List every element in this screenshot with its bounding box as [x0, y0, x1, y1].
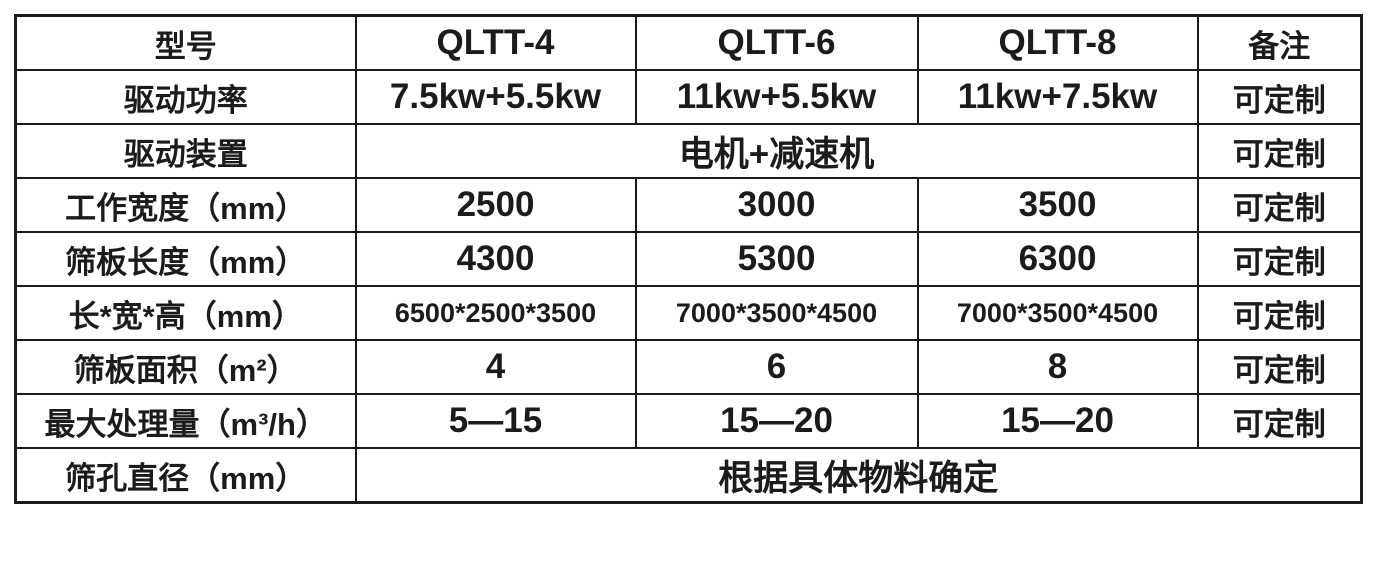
row-working-width: 工作宽度（mm） 2500 3000 3500 可定制 [14, 177, 1363, 233]
value-cell: 11kw+5.5kw [634, 69, 919, 125]
value-cell: 4 [354, 339, 637, 395]
value-cell: 15—20 [916, 393, 1199, 449]
row-label: 最大处理量（m³/h） [14, 393, 357, 449]
remark-cell: 可定制 [1196, 69, 1363, 125]
row-label: 驱动装置 [14, 123, 357, 179]
row-drive-unit: 驱动装置 电机+减速机 可定制 [14, 123, 1363, 179]
header-model-qltt6: QLTT-6 [634, 14, 919, 71]
row-hole-diameter: 筛孔直径（mm） 根据具体物料确定 [14, 447, 1363, 504]
value-cell: 3000 [634, 177, 919, 233]
value-cell: 15—20 [634, 393, 919, 449]
header-remark-label: 备注 [1196, 14, 1363, 71]
row-label: 工作宽度（mm） [14, 177, 357, 233]
row-drive-power: 驱动功率 7.5kw+5.5kw 11kw+5.5kw 11kw+7.5kw 可… [14, 69, 1363, 125]
merged-value-cell: 根据具体物料确定 [354, 447, 1363, 504]
row-dimensions: 长*宽*高（mm） 6500*2500*3500 7000*3500*4500 … [14, 285, 1363, 341]
remark-cell: 可定制 [1196, 285, 1363, 341]
row-label: 筛板面积（m²） [14, 339, 357, 395]
row-screen-length: 筛板长度（mm） 4300 5300 6300 可定制 [14, 231, 1363, 287]
value-cell: 5300 [634, 231, 919, 287]
value-cell: 11kw+7.5kw [916, 69, 1199, 125]
value-cell: 6500*2500*3500 [354, 285, 637, 341]
value-cell: 5—15 [354, 393, 637, 449]
remark-cell: 可定制 [1196, 393, 1363, 449]
row-label: 长*宽*高（mm） [14, 285, 357, 341]
header-row: 型号 QLTT-4 QLTT-6 QLTT-8 备注 [14, 14, 1363, 71]
remark-cell: 可定制 [1196, 339, 1363, 395]
remark-cell: 可定制 [1196, 123, 1363, 179]
header-model-qltt8: QLTT-8 [916, 14, 1199, 71]
header-model-qltt4: QLTT-4 [354, 14, 637, 71]
merged-value-cell: 电机+减速机 [354, 123, 1199, 179]
row-screen-area: 筛板面积（m²） 4 6 8 可定制 [14, 339, 1363, 395]
row-label: 筛孔直径（mm） [14, 447, 357, 504]
row-max-capacity: 最大处理量（m³/h） 5—15 15—20 15—20 可定制 [14, 393, 1363, 449]
value-cell: 2500 [354, 177, 637, 233]
value-cell: 7000*3500*4500 [916, 285, 1199, 341]
row-label: 筛板长度（mm） [14, 231, 357, 287]
remark-cell: 可定制 [1196, 231, 1363, 287]
value-cell: 3500 [916, 177, 1199, 233]
value-cell: 8 [916, 339, 1199, 395]
value-cell: 7000*3500*4500 [634, 285, 919, 341]
spec-table: 型号 QLTT-4 QLTT-6 QLTT-8 备注 驱动功率 7.5kw+5.… [14, 14, 1363, 504]
header-model-label: 型号 [14, 14, 357, 71]
remark-cell: 可定制 [1196, 177, 1363, 233]
value-cell: 6300 [916, 231, 1199, 287]
value-cell: 7.5kw+5.5kw [354, 69, 637, 125]
value-cell: 6 [634, 339, 919, 395]
row-label: 驱动功率 [14, 69, 357, 125]
value-cell: 4300 [354, 231, 637, 287]
